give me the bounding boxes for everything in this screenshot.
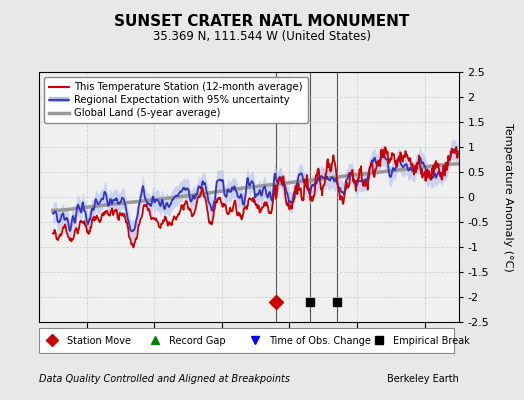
Y-axis label: Temperature Anomaly (°C): Temperature Anomaly (°C) [503, 123, 513, 271]
Text: Data Quality Controlled and Aligned at Breakpoints: Data Quality Controlled and Aligned at B… [39, 374, 290, 384]
Text: Berkeley Earth: Berkeley Earth [387, 374, 458, 384]
FancyBboxPatch shape [39, 328, 454, 353]
Text: Station Move: Station Move [67, 336, 130, 346]
Text: SUNSET CRATER NATL MONUMENT: SUNSET CRATER NATL MONUMENT [114, 14, 410, 29]
Legend: This Temperature Station (12-month average), Regional Expectation with 95% uncer: This Temperature Station (12-month avera… [45, 77, 308, 123]
Text: 35.369 N, 111.544 W (United States): 35.369 N, 111.544 W (United States) [153, 30, 371, 43]
Text: Time of Obs. Change: Time of Obs. Change [269, 336, 371, 346]
Text: Empirical Break: Empirical Break [392, 336, 470, 346]
Text: Record Gap: Record Gap [169, 336, 226, 346]
